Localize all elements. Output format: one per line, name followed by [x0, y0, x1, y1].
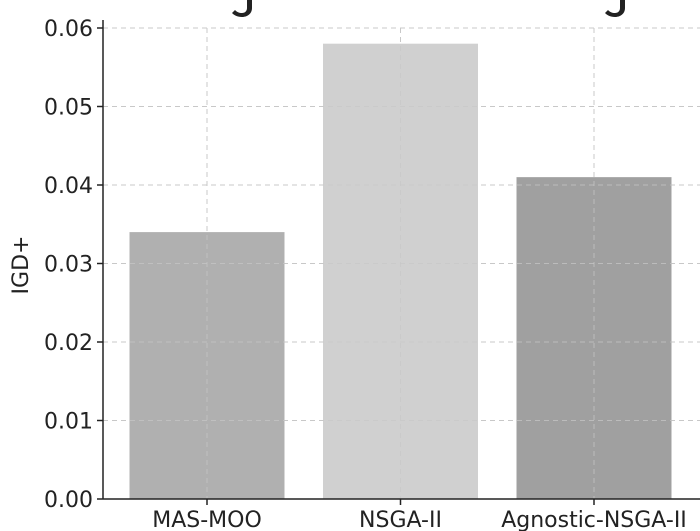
- y-tick-label: 0.02: [44, 331, 93, 356]
- title-fragments: [232, 0, 625, 17]
- x-tick-label: MAS-MOO: [152, 508, 262, 531]
- y-tick-label: 0.06: [44, 17, 93, 42]
- y-axis-label: IGD+: [9, 236, 34, 295]
- y-tick-label: 0.01: [44, 410, 93, 435]
- x-tick-label: NSGA-II: [359, 508, 442, 531]
- x-axis-ticks: MAS-MOO NSGA-II Agnostic-NSGA-II: [152, 499, 687, 531]
- y-tick-label: 0.05: [44, 96, 93, 121]
- y-tick-label: 0.03: [44, 253, 93, 278]
- y-axis-ticks: 0.00 0.01 0.02 0.03 0.04 0.05 0.06: [44, 17, 103, 513]
- axes: [102, 20, 700, 500]
- y-tick-label: 0.00: [44, 488, 93, 513]
- x-tick-label: Agnostic-NSGA-II: [501, 508, 687, 531]
- y-tick-label: 0.04: [44, 174, 93, 199]
- grid-overlay: [103, 27, 700, 499]
